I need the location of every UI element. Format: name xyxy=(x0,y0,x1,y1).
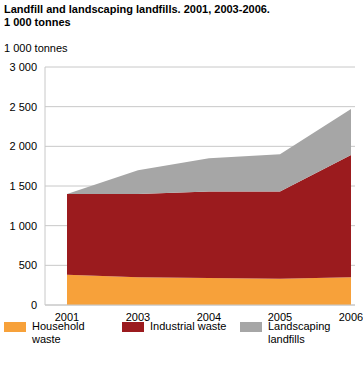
svg-text:2 500: 2 500 xyxy=(9,101,37,113)
html-text:Landfill and landscaping landf: Landfill and landscaping landfills. 2001… xyxy=(4,3,270,15)
svg-text:1 500: 1 500 xyxy=(9,180,37,192)
html-text:1 000 tonnes: 1 000 tonnes xyxy=(4,42,68,54)
svg-text:2004: 2004 xyxy=(196,310,222,323)
svg-text:2001: 2001 xyxy=(54,310,80,323)
svg-text:1 000: 1 000 xyxy=(9,220,37,232)
html-text:1 000 tonnes: 1 000 tonnes xyxy=(4,16,71,28)
svg-text:2003: 2003 xyxy=(126,311,150,323)
html-text:Landscaping landfills: Landscaping landfills xyxy=(268,320,331,345)
svg-text:2006: 2006 xyxy=(339,311,355,323)
svg-text:500: 500 xyxy=(19,259,37,271)
svg-text:0: 0 xyxy=(31,299,37,311)
svg-text:3 000: 3 000 xyxy=(9,61,37,73)
html-text:Industrial waste: Industrial waste xyxy=(150,320,227,332)
html-text:Household waste: Household waste xyxy=(32,320,85,345)
svg-text:2005: 2005 xyxy=(267,310,293,323)
svg-text:2 000: 2 000 xyxy=(9,140,37,152)
